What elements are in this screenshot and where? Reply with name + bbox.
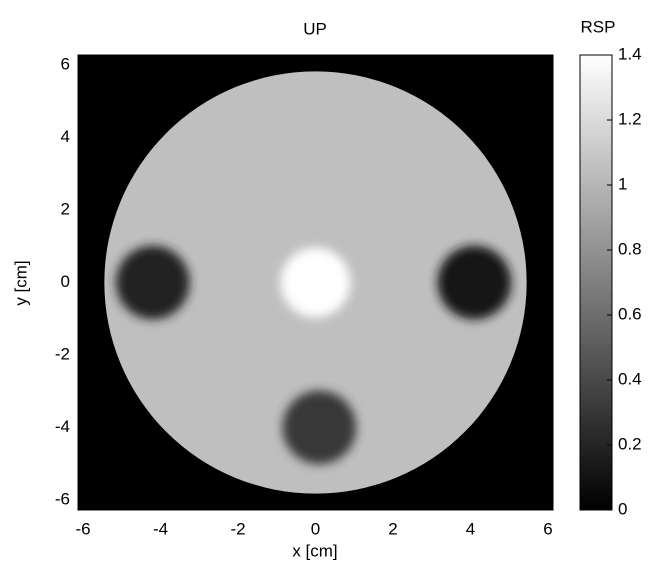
colorbar <box>580 55 612 510</box>
x-tick-label: 0 <box>311 519 320 538</box>
x-tick-label: 6 <box>543 519 552 538</box>
colorbar-tick-label: 0.4 <box>618 369 642 388</box>
x-tick-label: 2 <box>388 519 397 538</box>
region <box>281 248 351 318</box>
y-tick-label: 0 <box>61 272 70 291</box>
y-tick-label: 4 <box>61 127 70 146</box>
y-axis-label: y [cm] <box>11 260 30 305</box>
region <box>116 246 190 320</box>
colorbar-tick-label: 0.2 <box>618 434 642 453</box>
chart-title: UP <box>303 19 327 38</box>
colorbar-tick-label: 1.2 <box>618 109 642 128</box>
y-tick-label: 2 <box>61 200 70 219</box>
y-tick-label: -2 <box>55 344 70 363</box>
x-axis-label: x [cm] <box>292 541 337 560</box>
colorbar-tick-label: 1 <box>618 174 627 193</box>
x-tick-label: -2 <box>230 519 245 538</box>
x-tick-label: -4 <box>153 519 168 538</box>
colorbar-tick-label: 0.6 <box>618 304 642 323</box>
colorbar-tick-label: 1.4 <box>618 44 642 63</box>
y-tick-label: -6 <box>55 489 70 508</box>
colorbar-tick-label: 0.8 <box>618 239 642 258</box>
y-tick-label: -4 <box>55 417 70 436</box>
chart: UP RSP x [cm] y [cm] -6 -4 -2 0 2 4 6 -6 -4 -2 0 2 4… <box>0 0 662 567</box>
region <box>283 391 357 465</box>
colorbar-tick-label: 0 <box>618 499 627 518</box>
plot-area <box>78 55 553 510</box>
x-tick-label: 4 <box>466 519 475 538</box>
region <box>438 246 512 320</box>
colorbar-title: RSP <box>581 17 616 36</box>
y-tick-label: 6 <box>61 55 70 74</box>
x-tick-label: -6 <box>75 519 90 538</box>
